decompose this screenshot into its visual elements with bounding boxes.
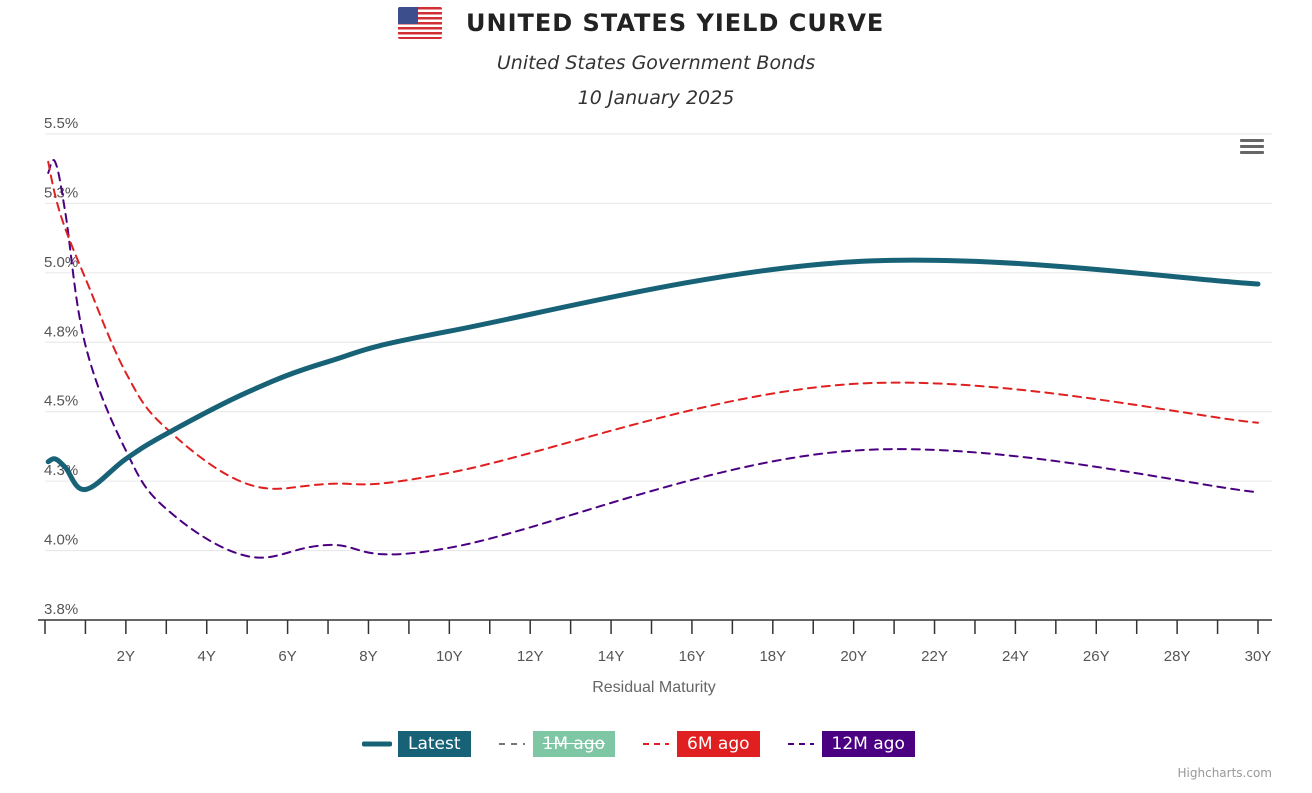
y-tick-label: 4.0% [44, 532, 78, 549]
x-tick-label: 10Y [436, 648, 463, 665]
y-tick-label: 3.8% [44, 601, 78, 618]
legend-label-latest: Latest [398, 731, 471, 757]
legend-label-12m-ago: 12M ago [821, 731, 915, 757]
legend-swatch-latest [362, 741, 392, 747]
x-tick-label: 28Y [1164, 648, 1191, 665]
y-tick-label: 5.5% [44, 115, 78, 132]
chart-subtitle: United States Government Bonds [496, 52, 816, 74]
y-tick-label: 4.8% [44, 323, 78, 340]
title-row: UNITED STATES YIELD CURVE [398, 6, 884, 40]
grid-layer [45, 133, 1272, 552]
x-tick-label: 4Y [198, 648, 216, 665]
x-tick-label: 22Y [921, 648, 948, 665]
legend-label-6m-ago: 6M ago [677, 731, 760, 757]
x-tick-label: 26Y [1083, 648, 1110, 665]
chart-date: 10 January 2025 [577, 87, 735, 109]
y-tick-label: 5.0% [44, 254, 78, 271]
legend-swatch-1m-ago [498, 743, 525, 745]
legend-item-6m-ago[interactable]: 6M ago [641, 731, 760, 757]
us-flag-icon [398, 7, 442, 39]
legend-item-1m-ago[interactable]: 1M ago [497, 731, 616, 757]
x-tick-label: 20Y [840, 648, 867, 665]
x-tick-label: 24Y [1002, 648, 1029, 665]
series-line-12m-ago[interactable] [47, 159, 1259, 559]
x-tick-label: 30Y [1245, 648, 1272, 665]
x-tick-label: 18Y [759, 648, 786, 665]
legend-label-1m-ago: 1M ago [532, 731, 616, 757]
x-tick-label: 14Y [598, 648, 625, 665]
legend-item-12m-ago[interactable]: 12M ago [786, 731, 915, 757]
chart-title: UNITED STATES YIELD CURVE [466, 9, 885, 37]
legend-swatch-6m-ago [643, 743, 670, 745]
series-line-6m-ago[interactable] [47, 160, 1259, 490]
axis-layer: 3.8%4.0%4.3%4.5%4.8%5.0%5.3%5.5%2Y 4Y 6Y 8Y… [38, 115, 1272, 665]
series-line-latest[interactable] [45, 257, 1261, 492]
x-tick-label: 8Y [359, 648, 377, 665]
x-tick-label: 12Y [517, 648, 544, 665]
legend-swatch-12m-ago [787, 743, 814, 745]
legend-item-latest[interactable]: Latest [362, 731, 471, 757]
x-tick-label: 6Y [278, 648, 296, 665]
highcharts-credits[interactable]: Highcharts.com [1177, 766, 1272, 780]
x-tick-label: 16Y [679, 648, 706, 665]
hamburger-menu-icon[interactable] [1238, 136, 1266, 160]
x-axis-title: Residual Maturity [592, 679, 716, 696]
series-layer [45, 159, 1261, 559]
chart-legend: Latest 1M ago 6M ago 12M ago [362, 730, 941, 758]
x-tick-label: 2Y [117, 648, 135, 665]
y-tick-label: 4.5% [44, 393, 78, 410]
